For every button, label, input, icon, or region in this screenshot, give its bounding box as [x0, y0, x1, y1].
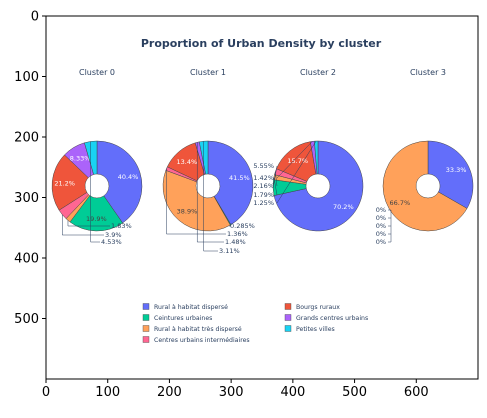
leader-line	[273, 177, 278, 196]
slice-label: 1.42%	[253, 174, 274, 182]
slice-label: 0%	[376, 206, 386, 214]
pie-2: Cluster 2 70.2% 15.7% 5.55% 1.79%2.16%1.42% 1…	[253, 68, 364, 232]
y-tick-label: 200	[14, 131, 39, 146]
slice-label: 1.36%	[227, 230, 248, 238]
slice-label: 2.16%	[253, 182, 274, 190]
legend-label: Bourgs ruraux	[296, 304, 340, 311]
pie-slice	[382, 140, 468, 232]
x-tick-label: 600	[404, 385, 429, 400]
legend-swatch	[142, 314, 150, 321]
legend-swatch	[142, 325, 150, 332]
pie-slice	[51, 154, 89, 211]
slice-label: 40.4%	[118, 173, 139, 181]
slice-label: 0%	[376, 230, 386, 238]
leader-line	[196, 142, 224, 243]
pie-slice	[314, 140, 319, 175]
slice-label: 0.285%	[230, 222, 255, 230]
subplot-title: Cluster 2	[300, 68, 336, 77]
slice-label: 1.25%	[253, 199, 274, 207]
slice-label: 4.53%	[101, 238, 122, 246]
legend-swatch	[284, 314, 292, 321]
slice-label: 38.9%	[177, 207, 198, 215]
slice-label: 1.79%	[253, 191, 274, 199]
legend-label: Rural à habitat très dispersé	[154, 325, 242, 333]
leader-line	[90, 141, 100, 243]
leader-line	[272, 165, 278, 188]
slice-label: 21.2%	[54, 179, 75, 187]
subplot-title: Cluster 3	[410, 68, 446, 77]
leader-line	[275, 171, 278, 187]
y-tick-label: 400	[14, 252, 39, 267]
pie-1: Cluster 1 41.5% 38.9% 13.4% 0.285%1.36%1.48%…	[162, 68, 255, 255]
leader-line	[203, 141, 218, 252]
y-tick-label: 500	[14, 312, 39, 327]
legend-swatch	[142, 336, 150, 343]
y-tick-label: 100	[14, 70, 39, 85]
slice-label: 70.2%	[333, 203, 354, 211]
legend-label: Petites villes	[296, 326, 335, 333]
leader-line	[229, 224, 231, 227]
slice-label: 0%	[376, 238, 386, 246]
chart-title: Proportion of Urban Density by cluster	[141, 37, 382, 50]
pie-slice	[162, 170, 231, 232]
leader-line	[276, 141, 313, 179]
legend-label: Ceintures urbaines	[154, 315, 212, 322]
slice-label: 13.4%	[177, 158, 198, 166]
x-tick-label: 0	[42, 385, 50, 400]
y-tick-label: 300	[14, 191, 39, 206]
legend-swatch	[284, 325, 292, 332]
slice-label: 5.55%	[253, 162, 274, 170]
pie-3: Cluster 333.3%66.7%0%0%0%0%0%	[376, 68, 474, 246]
subplot-title: Cluster 0	[79, 68, 115, 77]
legend: Rural à habitat dispersé Bourgs ruraux Cei…	[142, 303, 368, 344]
slice-label: 1.83%	[111, 222, 132, 230]
legend-label: Rural à habitat dispersé	[154, 303, 228, 311]
pie-0: Cluster 0 40.4% 19.9% 21.2% 8.33% 1.83%3.9%4.…	[51, 68, 143, 246]
x-tick-label: 200	[157, 385, 182, 400]
leader-line	[62, 214, 104, 236]
legend-label: Grands centres urbains	[296, 315, 368, 322]
x-tick-label: 100	[95, 385, 120, 400]
leader-line	[67, 220, 110, 227]
x-tick-label: 500	[342, 385, 367, 400]
y-tick-label: 0	[31, 10, 39, 25]
slice-label: 15.7%	[287, 157, 308, 165]
slice-label: 3.11%	[219, 247, 240, 255]
x-tick-label: 400	[280, 385, 305, 400]
pie-slice	[69, 195, 123, 232]
pie-subplots: Cluster 0 40.4% 19.9% 21.2% 8.33% 1.83%3.9%4.…	[51, 68, 474, 255]
x-axis: 0 100 200 300 400 500 600	[42, 379, 429, 400]
slice-label: 19.9%	[86, 215, 107, 223]
y-axis: 0 100 200 300 400 500	[14, 10, 46, 327]
slice-label: 3.9%	[105, 231, 122, 239]
legend-swatch	[284, 303, 292, 310]
slice-label: 66.7%	[390, 199, 411, 207]
x-tick-label: 300	[219, 385, 244, 400]
slice-label: 1.48%	[225, 238, 246, 246]
leader-line	[166, 168, 226, 235]
pie-slice	[207, 140, 254, 226]
slice-label: 8.33%	[70, 155, 91, 163]
slice-label: 0%	[376, 222, 386, 230]
slice-label: 0%	[376, 214, 386, 222]
slice-label: 41.5%	[229, 174, 250, 182]
slice-label: 33.3%	[446, 166, 467, 174]
pie-slice	[427, 140, 474, 209]
pie-slice	[273, 140, 364, 232]
subplot-title: Cluster 1	[190, 68, 226, 77]
leader-line	[276, 140, 317, 204]
legend-label: Centres urbains intermédiaires	[154, 336, 250, 344]
legend-swatch	[142, 303, 150, 310]
pie-slice	[96, 140, 143, 224]
